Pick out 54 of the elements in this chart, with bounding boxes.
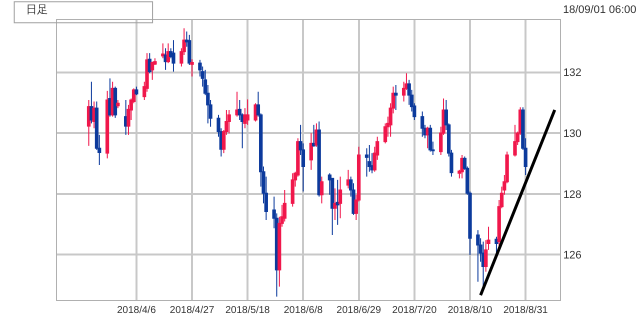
candlestick bbox=[309, 132, 313, 170]
candlestick bbox=[494, 236, 498, 254]
candlestick bbox=[460, 154, 464, 179]
y-tick-label: 128 bbox=[563, 188, 582, 201]
candlestick bbox=[108, 78, 112, 118]
y-tick-label: 130 bbox=[563, 128, 582, 140]
candlestick bbox=[426, 126, 430, 149]
x-tick-label: 2018/6/8 bbox=[284, 305, 324, 316]
candlestick bbox=[513, 124, 517, 157]
candlestick bbox=[190, 58, 194, 78]
candlestick bbox=[246, 98, 250, 126]
candlestick bbox=[90, 81, 94, 124]
candlestick bbox=[368, 144, 372, 172]
candlestick bbox=[105, 90, 110, 159]
candlestick bbox=[172, 40, 176, 72]
x-tick-label: 2018/6/29 bbox=[336, 305, 382, 316]
candlestick bbox=[164, 48, 168, 70]
candlestick bbox=[161, 42, 165, 59]
candlestick bbox=[124, 99, 128, 136]
candlestick bbox=[338, 176, 342, 219]
x-tick-label: 2018/5/18 bbox=[225, 305, 270, 316]
x-tick-label: 2018/7/20 bbox=[392, 305, 438, 316]
candlestick bbox=[428, 124, 432, 152]
candlestick bbox=[134, 86, 138, 96]
candlestick bbox=[420, 111, 424, 138]
candlestick bbox=[317, 121, 321, 198]
candlestick bbox=[188, 34, 192, 66]
candlestick bbox=[394, 84, 398, 110]
y-tick-label: 132 bbox=[563, 67, 582, 80]
x-tick-label: 2018/8/31 bbox=[503, 305, 548, 316]
candlestick bbox=[312, 124, 316, 148]
text: 日足 bbox=[26, 4, 48, 16]
candlestick bbox=[320, 176, 324, 204]
candlestick bbox=[166, 42, 170, 64]
x-tick-label: 2018/4/27 bbox=[170, 305, 215, 316]
candlestick bbox=[336, 179, 340, 226]
candlestick bbox=[346, 169, 350, 189]
candlestick bbox=[333, 188, 337, 221]
candlestick bbox=[86, 99, 91, 146]
candlestick bbox=[235, 91, 239, 118]
y-tick-label: 126 bbox=[563, 250, 582, 262]
candlestick bbox=[481, 241, 486, 288]
candlestick bbox=[290, 172, 294, 208]
text: 18/09/01 06:00 bbox=[563, 4, 636, 16]
x-tick-label: 2018/8/10 bbox=[448, 305, 493, 316]
candlestick bbox=[150, 61, 154, 80]
candlestick bbox=[254, 102, 258, 122]
candlestick bbox=[476, 230, 480, 282]
candlestick bbox=[364, 148, 369, 178]
x-tick-label: 2018/4/6 bbox=[116, 305, 156, 316]
candlestick bbox=[116, 99, 120, 109]
candlestick bbox=[282, 189, 286, 222]
candlestick bbox=[227, 109, 231, 134]
candlestick bbox=[113, 86, 118, 118]
